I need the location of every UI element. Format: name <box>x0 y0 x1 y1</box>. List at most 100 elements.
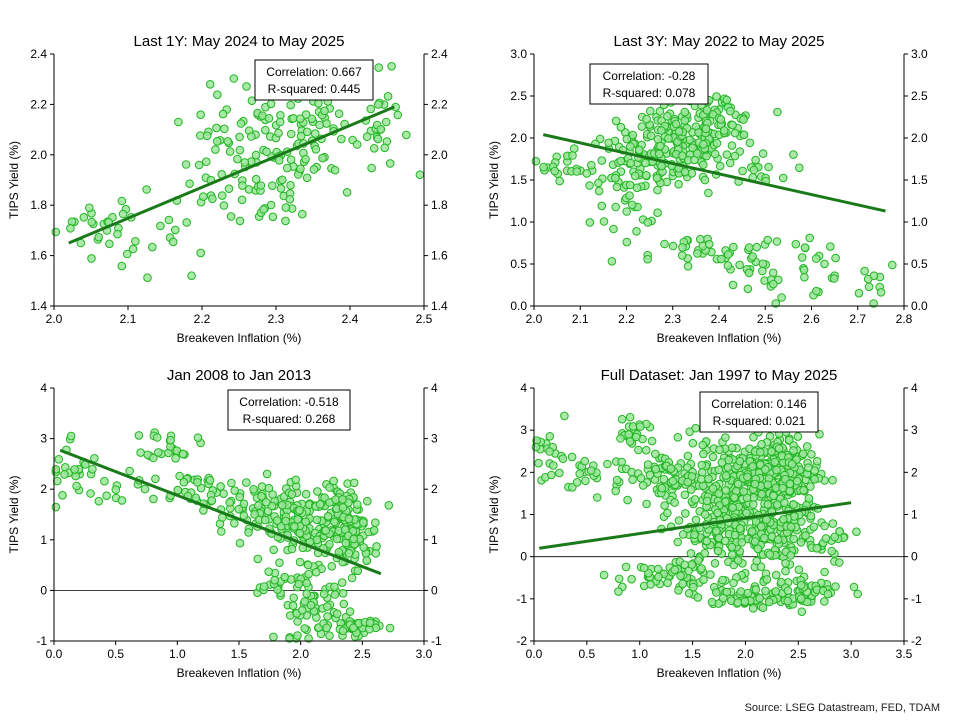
data-point <box>743 472 752 482</box>
data-point <box>625 180 635 190</box>
data-point <box>674 127 684 136</box>
data-point <box>688 438 698 448</box>
y-axis-label: TIPS Yield (%) <box>487 141 501 219</box>
data-point <box>313 487 322 496</box>
x-axis-label: Breakeven Inflation (%) <box>177 331 302 345</box>
data-point <box>301 489 311 499</box>
data-point <box>268 490 277 499</box>
data-point <box>94 496 104 506</box>
data-point <box>876 288 886 297</box>
data-point <box>789 500 798 509</box>
data-point <box>286 100 296 110</box>
data-point <box>259 582 269 591</box>
data-point <box>652 173 662 183</box>
y-tick-label-right: -2 <box>911 634 922 648</box>
data-point <box>795 163 804 173</box>
data-point <box>295 557 305 567</box>
data-point <box>678 530 688 539</box>
data-point <box>51 502 61 512</box>
data-point <box>219 201 229 210</box>
y-tick-label-left: 0.0 <box>510 299 527 313</box>
data-point <box>761 465 770 474</box>
data-point <box>660 239 669 249</box>
data-point <box>531 156 541 166</box>
data-point <box>323 612 332 621</box>
trend-line <box>542 133 886 213</box>
data-point <box>713 508 722 518</box>
data-point <box>710 559 720 568</box>
y-tick-label-right: 2.5 <box>911 89 928 103</box>
data-point <box>330 165 340 175</box>
data-point <box>687 472 697 481</box>
data-point <box>149 494 158 504</box>
data-point <box>641 445 651 455</box>
data-point <box>739 115 748 124</box>
data-point <box>769 279 778 289</box>
data-point <box>733 556 743 565</box>
data-point <box>721 536 730 546</box>
data-point <box>804 463 813 473</box>
data-point <box>797 253 807 262</box>
data-point <box>550 166 560 176</box>
data-point <box>327 562 337 571</box>
data-point <box>362 556 372 565</box>
data-point <box>302 589 312 599</box>
data-point <box>213 90 222 99</box>
y-tick-label-right: 3 <box>911 423 918 437</box>
data-point <box>706 570 715 579</box>
data-point <box>622 207 632 216</box>
data-point <box>785 479 795 489</box>
data-point <box>707 597 717 607</box>
data-point <box>849 582 859 592</box>
x-tick-label: 3.0 <box>843 647 860 661</box>
data-point <box>710 149 720 159</box>
data-point <box>726 106 735 116</box>
data-point <box>266 99 276 109</box>
data-point <box>380 143 390 153</box>
data-points <box>531 411 863 617</box>
data-point <box>539 162 548 172</box>
data-point <box>760 533 769 543</box>
data-point <box>260 515 270 525</box>
trend-line <box>539 501 852 550</box>
data-point <box>611 116 621 126</box>
data-point <box>869 299 878 308</box>
data-point <box>233 154 242 164</box>
data-point <box>700 549 710 558</box>
data-point <box>567 452 577 462</box>
x-tick-label: 2.4 <box>342 312 359 326</box>
data-point <box>715 161 725 171</box>
data-point <box>131 237 140 246</box>
data-point <box>555 468 564 478</box>
data-point <box>687 169 697 178</box>
data-point <box>599 570 609 580</box>
data-point <box>869 271 879 281</box>
data-point <box>242 82 251 91</box>
data-point <box>701 124 711 134</box>
data-point <box>229 74 239 83</box>
data-point <box>617 414 627 424</box>
x-tick-label: 0.5 <box>107 647 124 661</box>
stats-box-frame <box>227 389 351 431</box>
data-point <box>786 522 796 532</box>
y-tick-label-left: 4 <box>40 381 47 395</box>
data-point <box>216 482 225 491</box>
scatter-panel-1: 2.0 2.1 2.2 2.3 2.4 2.51.4 1.41.6 1.61.8 1.82.0 2… <box>7 33 448 345</box>
data-point <box>175 471 184 481</box>
data-point <box>151 474 160 484</box>
data-point <box>614 587 623 596</box>
data-point <box>723 463 733 472</box>
data-point <box>275 558 284 568</box>
x-tick-label: 2.0 <box>737 647 754 661</box>
data-point <box>250 510 259 519</box>
data-point <box>693 593 703 602</box>
data-point <box>230 519 239 528</box>
data-point <box>325 483 334 492</box>
data-point <box>635 422 645 431</box>
data-point <box>534 458 543 468</box>
data-point <box>854 288 864 298</box>
data-point <box>212 123 221 133</box>
data-point <box>208 194 217 203</box>
y-tick-label-left: 1 <box>40 533 47 547</box>
data-point <box>315 500 325 509</box>
